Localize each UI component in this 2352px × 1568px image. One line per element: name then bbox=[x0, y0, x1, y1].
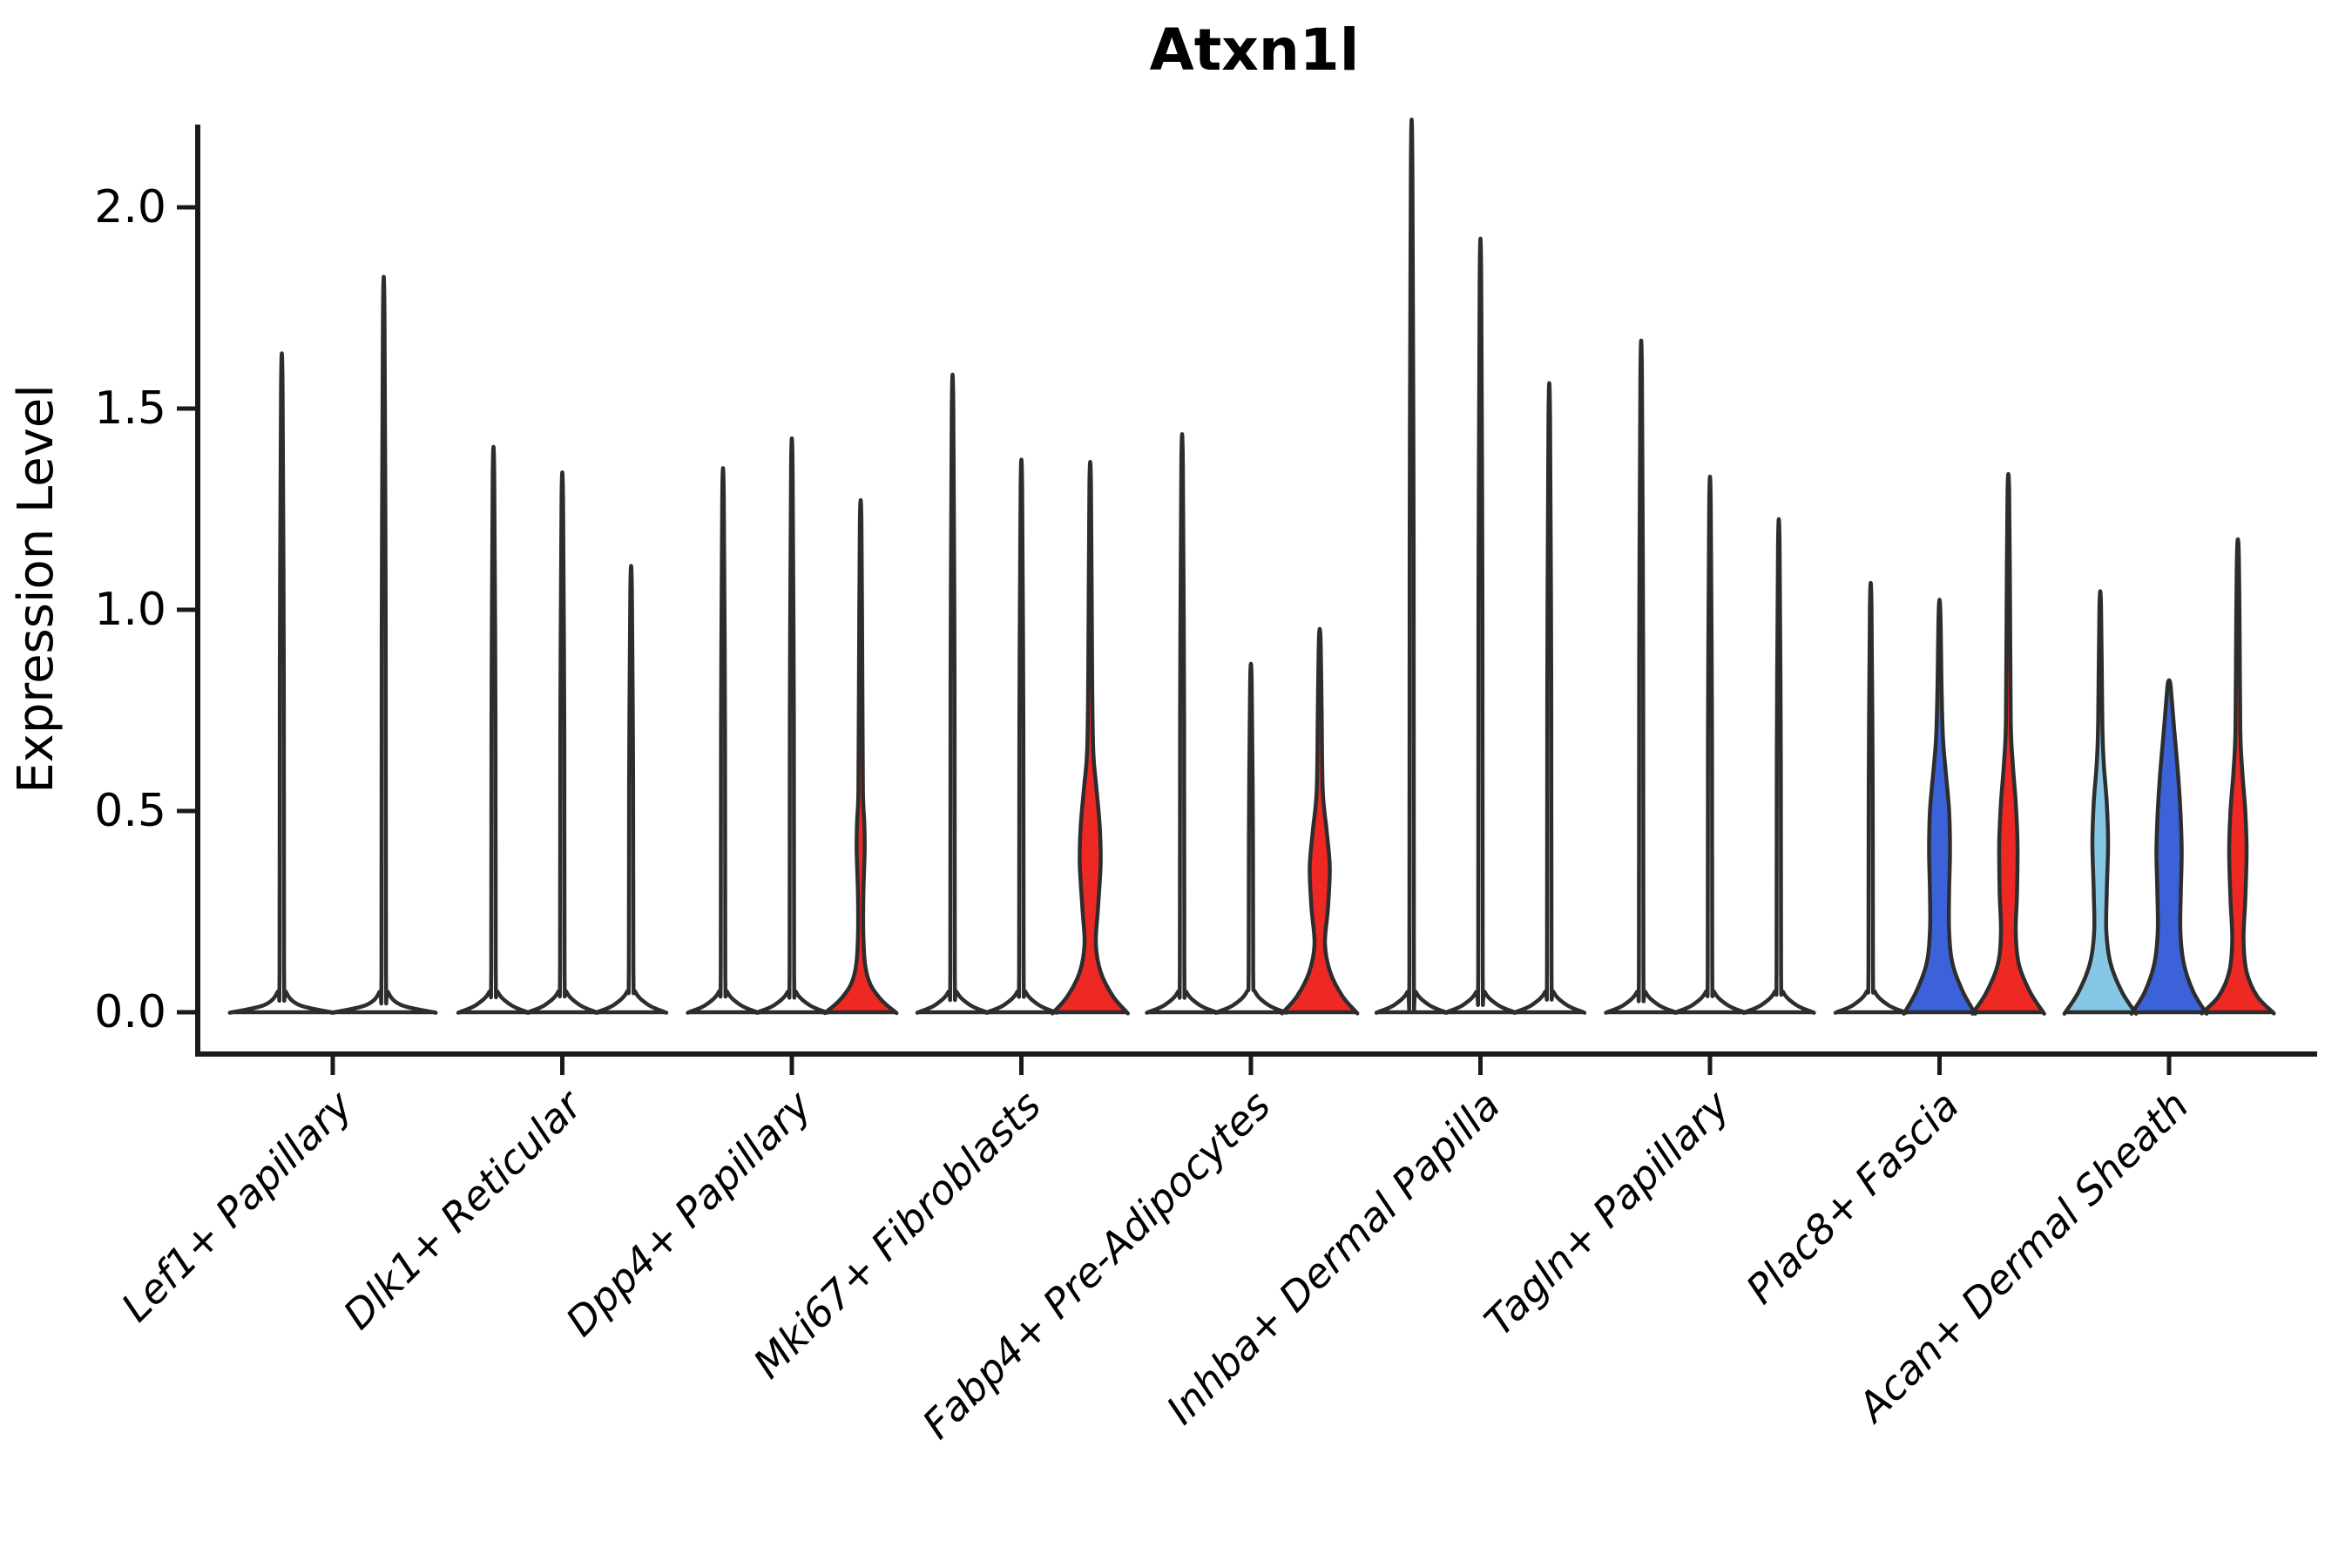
violin-blue bbox=[2129, 678, 2209, 1016]
violin-spike bbox=[1833, 581, 1909, 1015]
violin-red bbox=[1051, 460, 1130, 1016]
violin-spike bbox=[1145, 432, 1220, 1015]
violin-spike bbox=[524, 470, 600, 1015]
chart-title: Atxn1l bbox=[1150, 17, 1360, 84]
violin-red bbox=[2200, 537, 2276, 1016]
violin-spike bbox=[1673, 474, 1747, 1015]
violin-spike bbox=[1511, 381, 1587, 1015]
x-tick-label: Dpp4+ Papillary bbox=[557, 1081, 821, 1345]
x-tick-label: Dlk1+ Reticular bbox=[335, 1079, 593, 1338]
violin-spike bbox=[227, 351, 336, 1015]
violin-spike bbox=[1213, 661, 1288, 1015]
y-tick-label: 2.0 bbox=[94, 181, 166, 233]
violin-spike bbox=[593, 564, 669, 1015]
y-tick-label: 1.0 bbox=[94, 584, 166, 636]
violin-red bbox=[822, 498, 899, 1016]
violin-spike bbox=[983, 457, 1059, 1015]
violin-red bbox=[1970, 471, 2046, 1016]
y-tick-label: 1.5 bbox=[94, 382, 166, 435]
x-tick-label: Lef1+ Papillary bbox=[112, 1081, 362, 1330]
violin-spike bbox=[686, 466, 760, 1015]
violin-spike bbox=[754, 436, 829, 1015]
violin-spike bbox=[329, 274, 438, 1015]
y-axis-label: Expression Level bbox=[8, 384, 64, 794]
x-tick-label: Plac8+ Fascia bbox=[1737, 1082, 1968, 1313]
violin-spike bbox=[1604, 339, 1679, 1015]
y-tick-label: 0.5 bbox=[94, 785, 166, 837]
y-tick-label: 0.0 bbox=[94, 986, 166, 1038]
violin-spike bbox=[1741, 517, 1816, 1015]
violin-spike bbox=[456, 444, 531, 1015]
violin-lightblue bbox=[2062, 589, 2139, 1016]
violin-blue bbox=[1902, 598, 1977, 1016]
violins-layer bbox=[227, 118, 2276, 1016]
violin-spike bbox=[1443, 236, 1518, 1015]
violin-red bbox=[1280, 626, 1360, 1016]
violin-spike bbox=[915, 373, 990, 1015]
x-tick-label: Tagln+ Papillary bbox=[1475, 1081, 1739, 1345]
violin-spike bbox=[1374, 118, 1450, 1015]
